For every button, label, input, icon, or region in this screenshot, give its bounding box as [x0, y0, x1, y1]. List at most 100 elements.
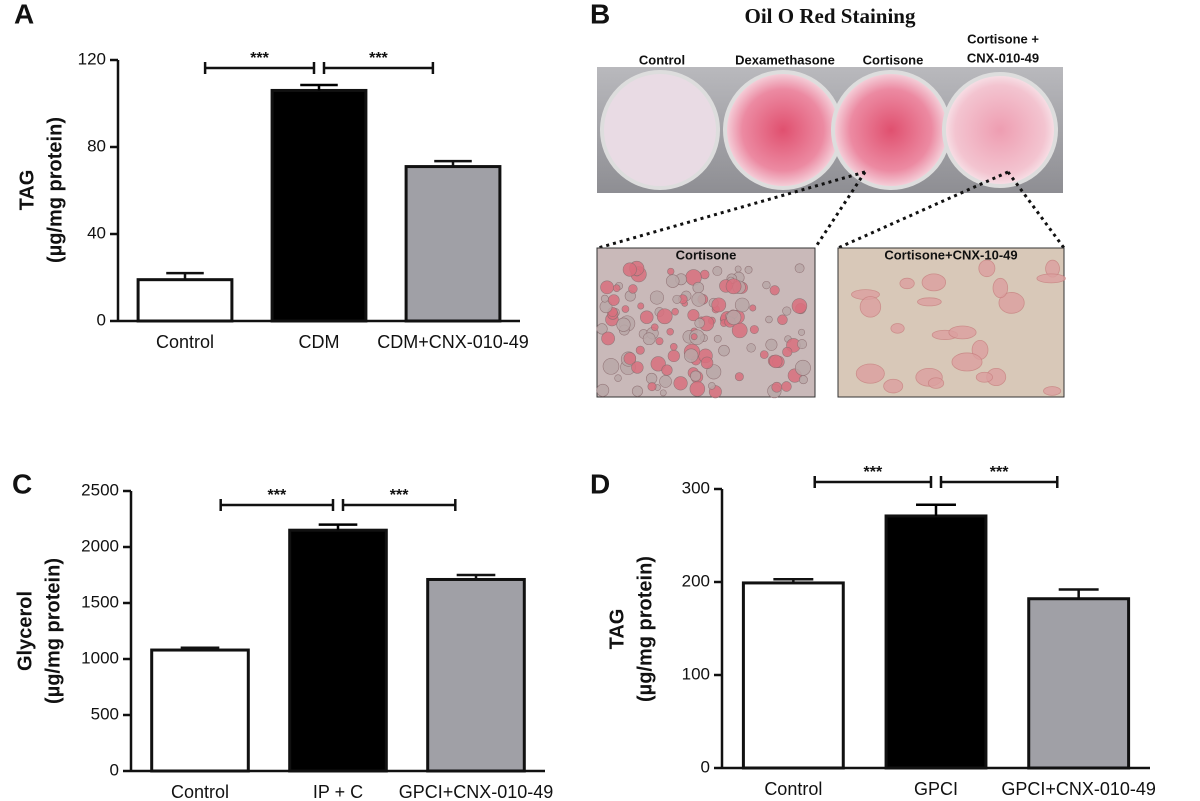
- cell: [667, 267, 675, 276]
- cell: [608, 294, 620, 306]
- cell: [647, 382, 657, 392]
- cell: [1036, 273, 1066, 284]
- cell: [690, 370, 702, 382]
- significance-bracket: [813, 476, 933, 488]
- cell: [614, 374, 622, 382]
- error-bar: [1058, 588, 1099, 599]
- cell: [708, 382, 716, 390]
- well: [831, 70, 951, 190]
- cell: [622, 262, 637, 277]
- y-axis-label: Glycerol: [14, 591, 36, 671]
- significance-label: ***: [369, 50, 388, 67]
- well-label: Cortisone +: [967, 31, 1039, 46]
- cell: [628, 284, 638, 294]
- significance-bracket: [219, 499, 335, 511]
- well-label: Control: [639, 52, 685, 67]
- cell: [725, 278, 742, 295]
- bar: [426, 577, 526, 773]
- cell: [927, 377, 945, 389]
- y-tick-label: 80: [87, 136, 106, 155]
- cell: [782, 346, 793, 358]
- cell: [883, 378, 904, 394]
- well-label: Dexamethasone: [735, 52, 835, 67]
- cell: [700, 356, 714, 370]
- error-bar: [773, 577, 814, 583]
- cell: [631, 385, 643, 397]
- cell: [711, 297, 727, 313]
- cell: [768, 354, 783, 369]
- significance-bracket: [203, 62, 316, 74]
- cell: [746, 343, 756, 353]
- cell: [655, 337, 664, 346]
- cell: [691, 292, 706, 307]
- cell: [637, 302, 645, 310]
- cell: [765, 338, 778, 351]
- panel-b: B Oil O Red Staining Control Dexamethaso…: [590, 0, 1066, 399]
- cell: [855, 363, 885, 384]
- cell: [692, 281, 704, 294]
- panel-label: C: [12, 468, 32, 499]
- x-tick-label: GPCI: [914, 779, 958, 799]
- significance-label: ***: [990, 464, 1009, 481]
- y-axis-label: (µg/mg protein): [42, 558, 64, 704]
- y-tick-label: 2000: [81, 536, 119, 555]
- cell: [978, 259, 996, 278]
- cell: [782, 306, 792, 316]
- cell: [791, 298, 808, 314]
- y-tick-label: 1000: [81, 648, 119, 667]
- cell: [656, 308, 673, 325]
- x-tick-label: GPCI+CNX-010-49: [1001, 779, 1156, 799]
- cell: [734, 372, 744, 382]
- cell: [712, 266, 723, 276]
- cell: [673, 376, 688, 391]
- inset-label: Cortisone: [676, 247, 737, 262]
- well: [600, 70, 720, 190]
- cell: [794, 359, 811, 376]
- cell: [596, 323, 608, 335]
- significance-label: ***: [390, 487, 409, 504]
- cell: [671, 308, 679, 316]
- cell: [659, 389, 667, 397]
- cell: [797, 339, 807, 350]
- y-axis-label: TAG: [16, 170, 38, 211]
- cell: [859, 296, 882, 318]
- cell: [650, 323, 659, 332]
- cell: [640, 310, 654, 324]
- error-bar: [434, 159, 472, 167]
- significance-label: ***: [250, 50, 269, 67]
- cell: [684, 348, 699, 363]
- error-bar: [318, 523, 358, 531]
- cell: [600, 280, 614, 295]
- cell: [975, 371, 993, 383]
- cell: [601, 331, 615, 346]
- cell: [765, 315, 773, 324]
- error-bar: [166, 271, 204, 280]
- bar: [288, 528, 388, 773]
- bar: [884, 514, 988, 770]
- cell: [718, 344, 730, 357]
- error-bar: [456, 573, 496, 580]
- cell: [749, 304, 757, 312]
- x-tick-label: Control: [764, 779, 822, 799]
- cell: [667, 349, 680, 363]
- bar: [270, 88, 368, 323]
- bar: [741, 581, 845, 770]
- error-bar: [180, 646, 220, 651]
- cell: [621, 305, 630, 313]
- x-tick-label: Control: [171, 782, 229, 801]
- cell: [769, 285, 780, 296]
- zoom-lines: [597, 170, 1066, 250]
- panel-label: B: [590, 0, 610, 29]
- cell: [616, 317, 631, 332]
- y-tick-label: 200: [682, 571, 710, 590]
- cell: [713, 334, 722, 343]
- y-axis-label: TAG: [606, 609, 628, 650]
- cell: [600, 294, 609, 303]
- cell: [661, 364, 673, 376]
- cell: [890, 323, 905, 334]
- well-label: CNX-010-49: [967, 50, 1039, 65]
- y-tick-label: 500: [91, 704, 119, 723]
- x-tick-label: GPCI+CNX-010-49: [399, 782, 554, 801]
- cell: [642, 332, 656, 346]
